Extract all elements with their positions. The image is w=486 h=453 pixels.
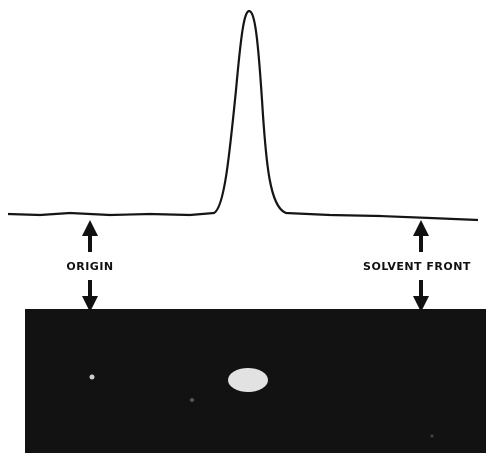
faint-spot — [431, 435, 434, 438]
diagram: ORIGIN SOLVENT FRONT — [0, 0, 486, 453]
chromatogram-trace — [8, 11, 478, 220]
origin-spot — [90, 375, 95, 380]
solvent-front-label: SOLVENT FRONT — [363, 260, 471, 273]
origin-label: ORIGIN — [66, 260, 113, 273]
page: ORIGIN SOLVENT FRONT (() => { const data… — [0, 0, 486, 453]
faint-spot — [190, 398, 194, 402]
main-spot — [228, 368, 268, 392]
